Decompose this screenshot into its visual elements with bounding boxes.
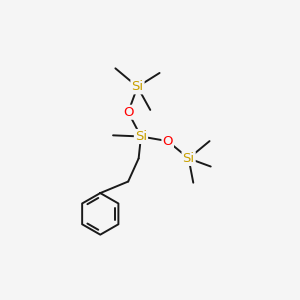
Text: Si: Si	[183, 152, 195, 165]
Text: Si: Si	[135, 130, 147, 143]
Text: O: O	[163, 135, 173, 148]
Text: Si: Si	[131, 80, 143, 93]
Text: O: O	[123, 106, 134, 119]
